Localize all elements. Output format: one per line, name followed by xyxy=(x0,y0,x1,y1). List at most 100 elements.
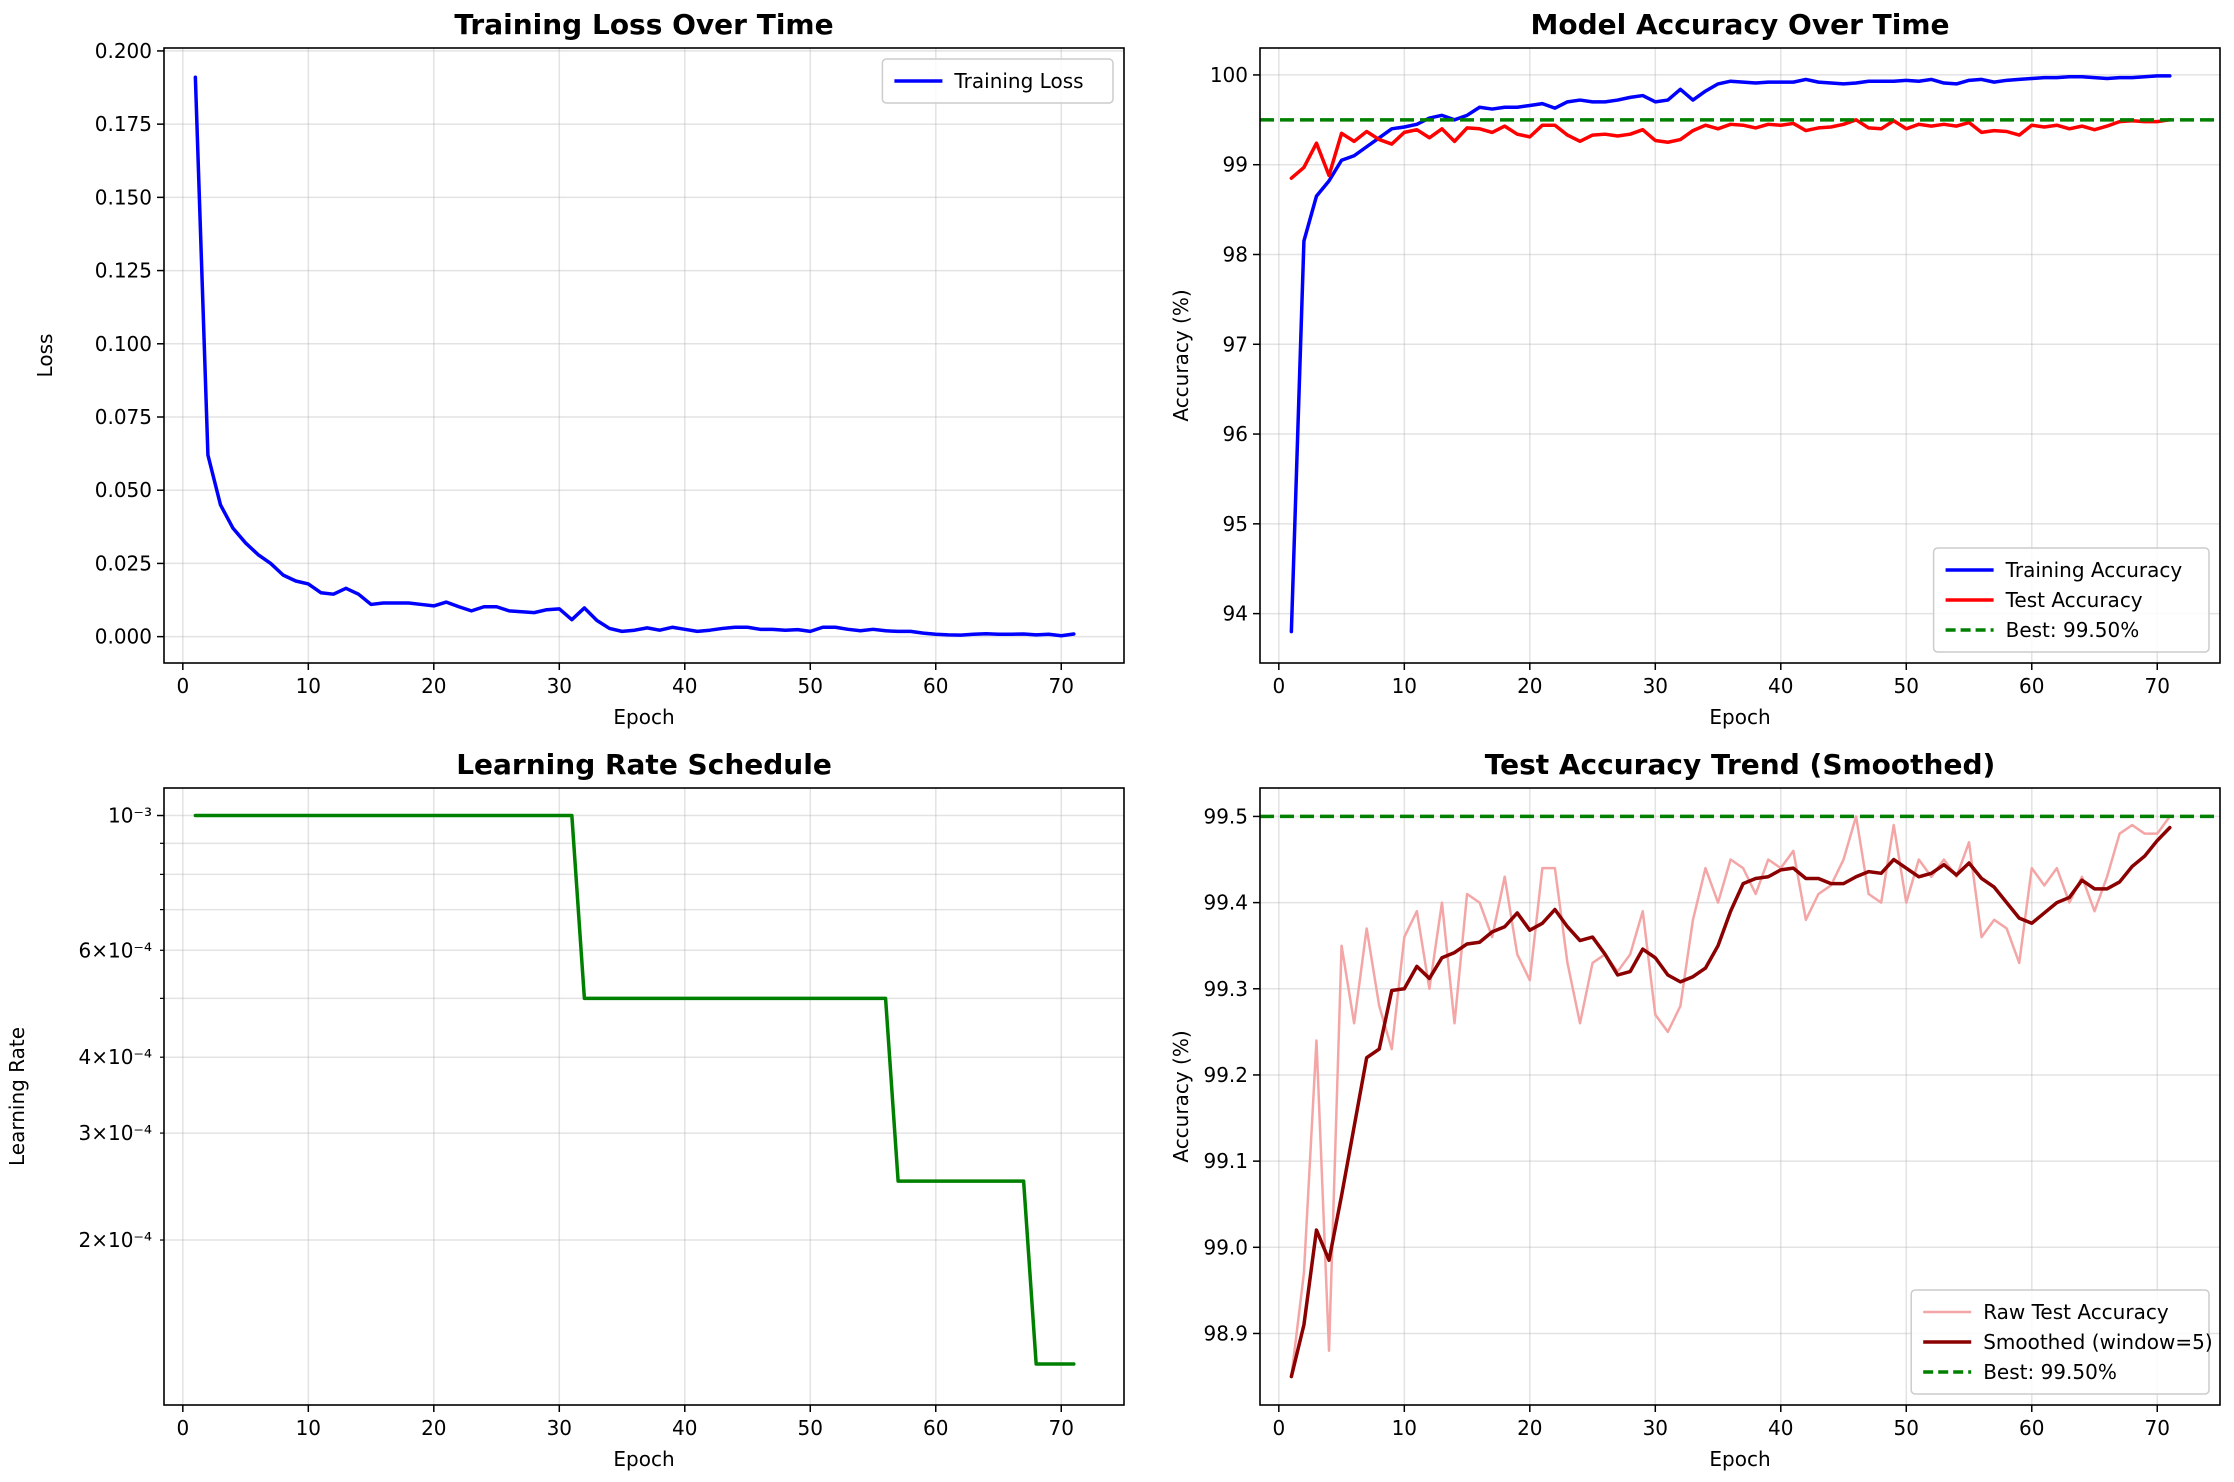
x-tick-label: 0 xyxy=(176,674,189,698)
y-tick-label: 4×10⁻⁴ xyxy=(78,1045,152,1069)
series-line-2 xyxy=(1289,825,2172,1379)
y-tick-label: 99 xyxy=(1223,153,1248,177)
series-line-1 xyxy=(1289,74,2172,634)
axes-frame xyxy=(1259,47,2221,664)
y-tick-label: 0.100 xyxy=(95,332,152,356)
x-tick-label: 70 xyxy=(1049,1416,1074,1440)
x-tick-label: 30 xyxy=(1643,1416,1668,1440)
y-tick-label: 0.075 xyxy=(95,405,152,429)
x-tick-label: 40 xyxy=(1768,674,1793,698)
legend-label: Raw Test Accuracy xyxy=(1983,1300,2169,1324)
x-tick-label: 40 xyxy=(672,1416,697,1440)
x-axis-label: Epoch xyxy=(613,705,674,729)
x-tick-label: 40 xyxy=(672,674,697,698)
x-tick-label: 50 xyxy=(1894,674,1919,698)
y-tick-label: 99.3 xyxy=(1203,977,1248,1001)
y-tick-label: 0.175 xyxy=(95,112,152,136)
y-tick-label: 10⁻³ xyxy=(108,804,152,828)
grid xyxy=(1260,48,2220,663)
chart-panel-1: Training Loss Over Time 0 10 20 30 40 50 60 70 0.… xyxy=(33,8,1125,729)
y-tick-label: 0.000 xyxy=(95,625,152,649)
chart-panel-3: Learning Rate Schedule 0 10 20 30 40 50 60 70 10⁻… xyxy=(5,748,1125,1471)
y-tick-label: 0.200 xyxy=(95,39,152,63)
legend-label: Training Accuracy xyxy=(2005,558,2183,582)
series-line-1 xyxy=(1290,815,2172,1378)
x-tick-label: 20 xyxy=(1517,1416,1542,1440)
y-tick-label: 0.125 xyxy=(95,259,152,283)
plot-area xyxy=(1260,814,2220,1379)
y-tick-label: 99.2 xyxy=(1203,1063,1248,1087)
series-line-2 xyxy=(1289,118,2172,180)
y-tick-label: 0.025 xyxy=(95,551,152,575)
x-tick-label: 20 xyxy=(1517,674,1542,698)
series-line-1 xyxy=(193,75,1076,638)
x-tick-label: 50 xyxy=(798,674,823,698)
y-tick-label: 96 xyxy=(1223,422,1248,446)
x-tick-label: 60 xyxy=(923,1416,948,1440)
grid xyxy=(164,48,1124,663)
chart-panel-2: Model Accuracy Over Time 0 10 20 30 40 50 60 70 9… xyxy=(1169,8,2221,729)
y-tick-label: 0.150 xyxy=(95,185,152,209)
x-tick-label: 10 xyxy=(296,674,321,698)
y-tick-label: 99.5 xyxy=(1203,804,1248,828)
chart-title: Model Accuracy Over Time xyxy=(1530,8,1949,41)
y-tick-label: 98 xyxy=(1223,242,1248,266)
axes-frame xyxy=(1259,787,2221,1406)
y-tick-label: 99.4 xyxy=(1203,891,1248,915)
legend-box xyxy=(881,58,1114,104)
legend: Training Accuracy Test Accuracy Best: 99.5… xyxy=(1932,547,2210,653)
x-tick-label: 0 xyxy=(1272,1416,1285,1440)
y-tick-label: 0.050 xyxy=(95,478,152,502)
y-tick-label: 99.0 xyxy=(1203,1235,1248,1259)
x-tick-label: 30 xyxy=(547,1416,572,1440)
plot-area xyxy=(1260,74,2220,634)
x-axis-label: Epoch xyxy=(1709,705,1770,729)
chart-title: Training Loss Over Time xyxy=(454,8,833,41)
y-tick-label: 100 xyxy=(1210,63,1248,87)
x-tick-label: 70 xyxy=(1049,674,1074,698)
x-tick-label: 10 xyxy=(1392,674,1417,698)
axes-frame xyxy=(163,787,1125,1406)
y-tick-label: 98.9 xyxy=(1203,1321,1248,1345)
axes-frame xyxy=(163,47,1125,664)
x-axis-label: Epoch xyxy=(613,1447,674,1471)
y-axis-label: Loss xyxy=(33,334,57,378)
x-tick-label: 20 xyxy=(421,1416,446,1440)
x-tick-label: 30 xyxy=(1643,674,1668,698)
x-tick-label: 10 xyxy=(296,1416,321,1440)
plot-area xyxy=(193,813,1076,1366)
legend-box xyxy=(1932,547,2210,653)
legend-label: Best: 99.50% xyxy=(2006,618,2140,642)
legend: Raw Test Accuracy Smoothed (window=5) Best… xyxy=(1910,1289,2213,1395)
grid xyxy=(164,788,1124,1405)
legend-label: Best: 99.50% xyxy=(1983,1360,2117,1384)
legend-label: Training Loss xyxy=(953,69,1083,93)
x-tick-label: 10 xyxy=(1392,1416,1417,1440)
legend-label: Smoothed (window=5) xyxy=(1983,1330,2213,1354)
chart-title: Test Accuracy Trend (Smoothed) xyxy=(1485,748,1996,781)
chart-panel-4: Test Accuracy Trend (Smoothed) 0 10 20 30 40 5… xyxy=(1169,748,2221,1471)
chart-title: Learning Rate Schedule xyxy=(456,748,832,781)
legend-label: Test Accuracy xyxy=(2005,588,2143,612)
x-tick-label: 60 xyxy=(2019,1416,2044,1440)
plot-area xyxy=(193,75,1076,638)
x-axis-label: Epoch xyxy=(1709,1447,1770,1471)
y-axis-label: Learning Rate xyxy=(5,1027,29,1166)
x-tick-label: 70 xyxy=(2145,1416,2170,1440)
x-tick-label: 50 xyxy=(1894,1416,1919,1440)
x-tick-label: 60 xyxy=(2019,674,2044,698)
y-axis-label: Accuracy (%) xyxy=(1169,289,1193,421)
y-tick-label: 97 xyxy=(1223,332,1248,356)
y-axis-label: Accuracy (%) xyxy=(1169,1030,1193,1162)
x-tick-label: 20 xyxy=(421,674,446,698)
x-tick-label: 60 xyxy=(923,674,948,698)
x-tick-label: 30 xyxy=(547,674,572,698)
x-tick-label: 40 xyxy=(1768,1416,1793,1440)
series-line-1 xyxy=(193,813,1076,1366)
y-tick-label: 6×10⁻⁴ xyxy=(78,938,152,962)
legend-box xyxy=(1910,1289,2210,1395)
legend: Training Loss xyxy=(881,58,1114,104)
y-tick-label: 95 xyxy=(1223,512,1248,536)
x-tick-label: 0 xyxy=(176,1416,189,1440)
